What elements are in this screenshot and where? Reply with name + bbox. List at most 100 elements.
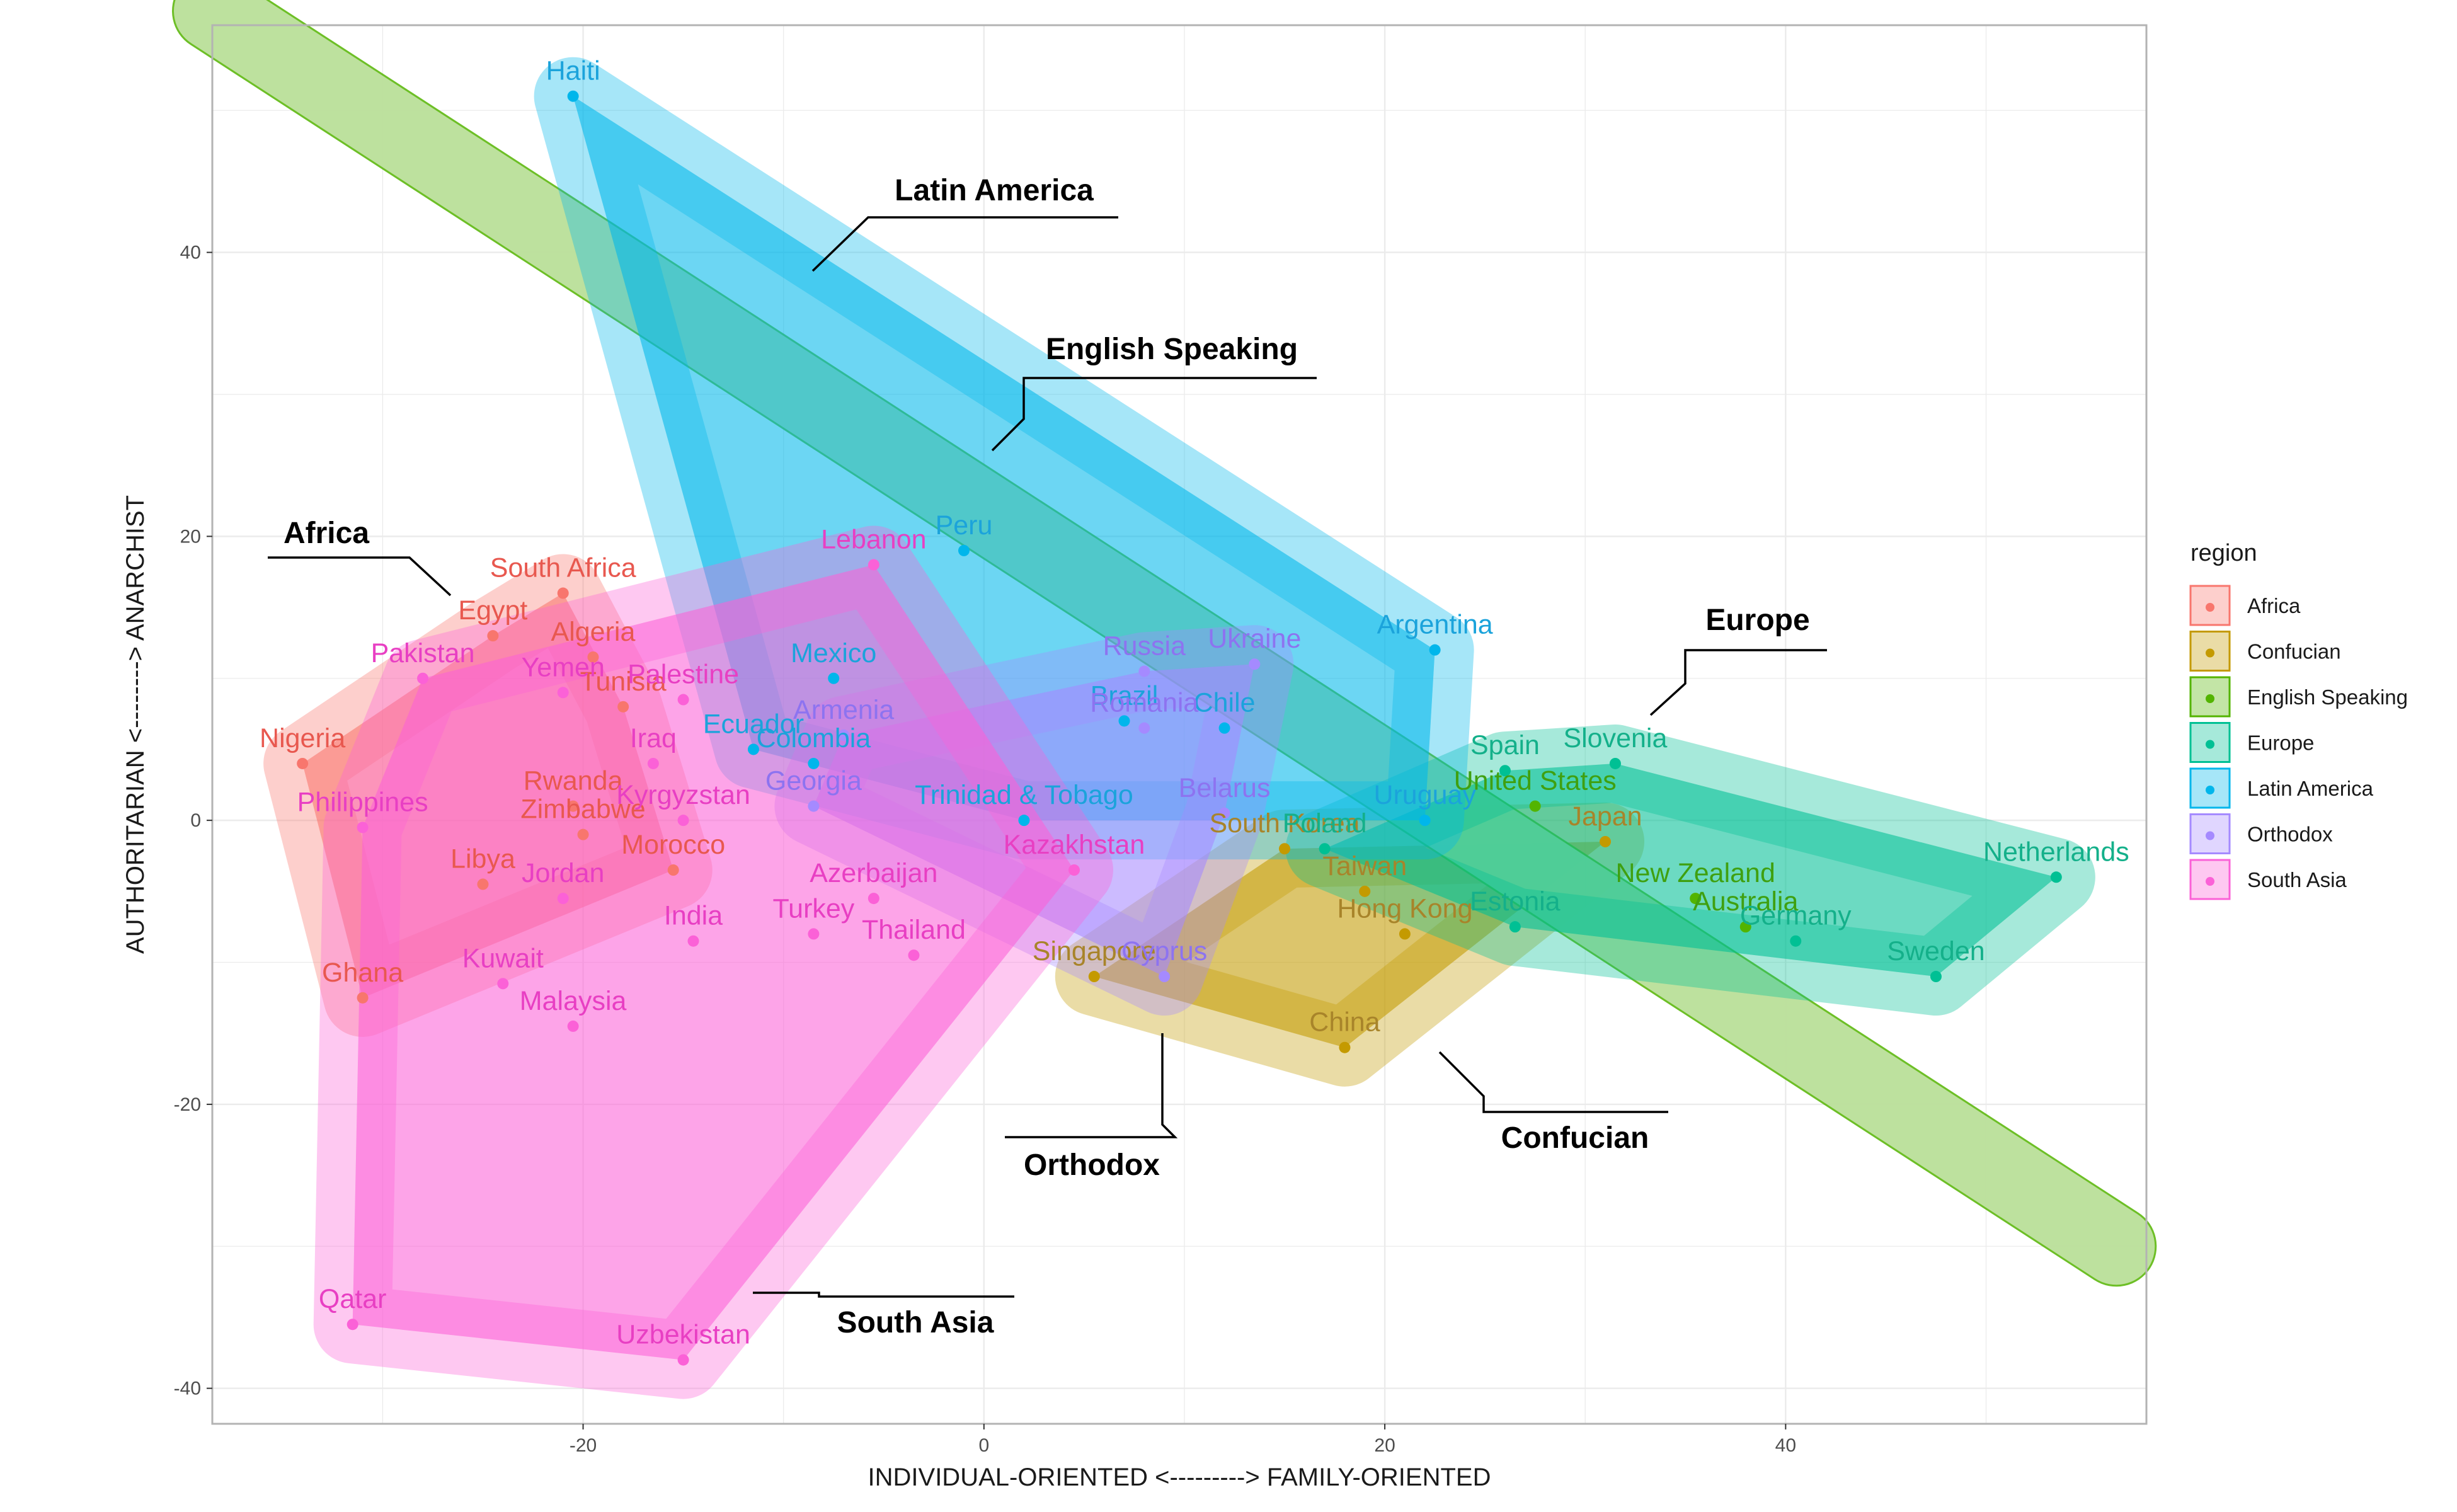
callout-label: Europe bbox=[1705, 604, 1809, 637]
label-japan: Japan bbox=[1568, 801, 1642, 832]
point-colombia bbox=[808, 757, 820, 769]
callout-africa: Africa bbox=[268, 517, 452, 597]
label-taiwan: Taiwan bbox=[1322, 851, 1407, 881]
point-palestine bbox=[677, 694, 689, 706]
point-new-zealand bbox=[1690, 893, 1702, 905]
legend-item-confucian: Confucian bbox=[2189, 631, 2341, 672]
label-brazil: Brazil bbox=[1091, 680, 1159, 711]
label-philippines: Philippines bbox=[297, 787, 428, 817]
point-australia bbox=[1739, 921, 1751, 933]
point-egypt bbox=[487, 630, 499, 642]
legend-label: English Speaking bbox=[2247, 685, 2408, 709]
x-tick-label: 20 bbox=[1374, 1435, 1395, 1456]
point-brazil bbox=[1118, 715, 1130, 727]
label-australia: Australia bbox=[1693, 886, 1798, 917]
axis-ticks: -20 0 20 40 -40 -20 0 20 40 bbox=[174, 243, 1796, 1456]
legend-label: Orthodox bbox=[2247, 823, 2333, 846]
point-kazakhstan bbox=[1068, 864, 1080, 876]
point-ecuador bbox=[747, 743, 759, 755]
point-ukraine bbox=[1249, 658, 1261, 670]
hull-fill bbox=[174, 0, 2155, 1285]
label-poland: Poland bbox=[1283, 808, 1367, 839]
point-rwanda bbox=[567, 800, 579, 812]
point-jordan bbox=[557, 893, 569, 905]
point-qatar bbox=[346, 1319, 358, 1331]
legend-item-south-asia: South Asia bbox=[2189, 859, 2347, 900]
callout-leader-line bbox=[811, 216, 1118, 272]
hull-core bbox=[573, 96, 1435, 821]
point-malaysia bbox=[567, 1020, 579, 1032]
label-new-zealand: New Zealand bbox=[1616, 858, 1775, 888]
callout-leader-line bbox=[991, 377, 1317, 452]
point-south-korea bbox=[1279, 843, 1291, 855]
y-tick-label: 0 bbox=[190, 810, 201, 831]
label-kyrgyzstan: Kyrgyzstan bbox=[616, 780, 750, 810]
y-tick-label: -40 bbox=[174, 1378, 201, 1399]
region-callouts: Latin America English Speaking Africa Europ… bbox=[268, 174, 1827, 1339]
callout-label: Latin America bbox=[895, 174, 1094, 207]
legend: region Africa Confucian English Speaking Eur… bbox=[2189, 540, 2408, 900]
label-south-korea: South Korea bbox=[1209, 808, 1360, 839]
label-azerbaijan: Azerbaijan bbox=[810, 858, 937, 888]
label-peru: Peru bbox=[936, 510, 993, 541]
point-thailand bbox=[908, 949, 920, 961]
callout-label: South Asia bbox=[837, 1306, 994, 1339]
label-kazakhstan: Kazakhstan bbox=[1004, 830, 1145, 860]
legend-item-english-speaking: English Speaking bbox=[2189, 676, 2408, 718]
label-nigeria: Nigeria bbox=[260, 723, 345, 753]
legend-label: Latin America bbox=[2247, 777, 2374, 800]
point-pakistan bbox=[417, 672, 429, 684]
label-egypt: Egypt bbox=[458, 595, 527, 626]
point-hong-kong bbox=[1399, 928, 1411, 940]
point-kyrgyzstan bbox=[677, 815, 689, 827]
point-yemen bbox=[557, 687, 569, 699]
label-mexico: Mexico bbox=[791, 638, 876, 668]
label-colombia: Colombia bbox=[757, 723, 871, 753]
label-kuwait: Kuwait bbox=[462, 943, 544, 973]
label-uzbekistan: Uzbekistan bbox=[616, 1320, 750, 1350]
legend-title: region bbox=[2191, 540, 2257, 566]
point-trinidad-tobago bbox=[1018, 815, 1030, 827]
callout-leader-line bbox=[268, 556, 452, 597]
label-lebanon: Lebanon bbox=[821, 524, 926, 554]
legend-label: Africa bbox=[2247, 594, 2301, 617]
point-cyprus bbox=[1159, 971, 1171, 983]
hull-core bbox=[1324, 763, 2056, 977]
point-zimbabwe bbox=[577, 828, 589, 840]
label-estonia: Estonia bbox=[1470, 886, 1561, 917]
point-tunisia bbox=[617, 701, 629, 713]
legend-item-europe: Europe bbox=[2189, 722, 2314, 763]
point-singapore bbox=[1088, 971, 1100, 983]
label-iraq: Iraq bbox=[630, 723, 677, 753]
hull-core bbox=[352, 564, 1074, 1360]
point-china bbox=[1339, 1041, 1351, 1053]
label-tunisia: Tunisia bbox=[580, 667, 667, 697]
point-slovenia bbox=[1609, 757, 1621, 769]
x-tick-label: -20 bbox=[570, 1435, 597, 1456]
legend-key-point bbox=[2206, 831, 2214, 840]
point-estonia bbox=[1509, 921, 1521, 933]
point-azerbaijan bbox=[868, 893, 879, 905]
label-sweden: Sweden bbox=[1887, 936, 1984, 966]
label-haiti: Haiti bbox=[546, 56, 600, 86]
label-jordan: Jordan bbox=[522, 858, 604, 888]
label-malaysia: Malaysia bbox=[520, 986, 627, 1016]
callout-leader-line bbox=[1005, 1033, 1178, 1138]
label-spain: Spain bbox=[1470, 730, 1540, 760]
point-chile bbox=[1218, 722, 1230, 734]
legend-item-africa: Africa bbox=[2189, 585, 2301, 626]
legend-key-point bbox=[2206, 877, 2214, 886]
point-mexico bbox=[828, 672, 840, 684]
point-uruguay bbox=[1419, 815, 1431, 827]
x-tick-label: 40 bbox=[1775, 1435, 1796, 1456]
label-russia: Russia bbox=[1103, 631, 1186, 661]
point-sweden bbox=[1930, 971, 1942, 983]
point-haiti bbox=[567, 90, 579, 102]
label-rwanda: Rwanda bbox=[524, 766, 623, 796]
point-uzbekistan bbox=[677, 1354, 689, 1366]
point-nigeria bbox=[297, 757, 309, 769]
point-labels: South Africa Egypt Algeria Tunisia Nigeria Rw… bbox=[260, 56, 2129, 1350]
hull-latin-america bbox=[534, 57, 1474, 860]
label-hong-kong: Hong Kong bbox=[1337, 893, 1472, 924]
